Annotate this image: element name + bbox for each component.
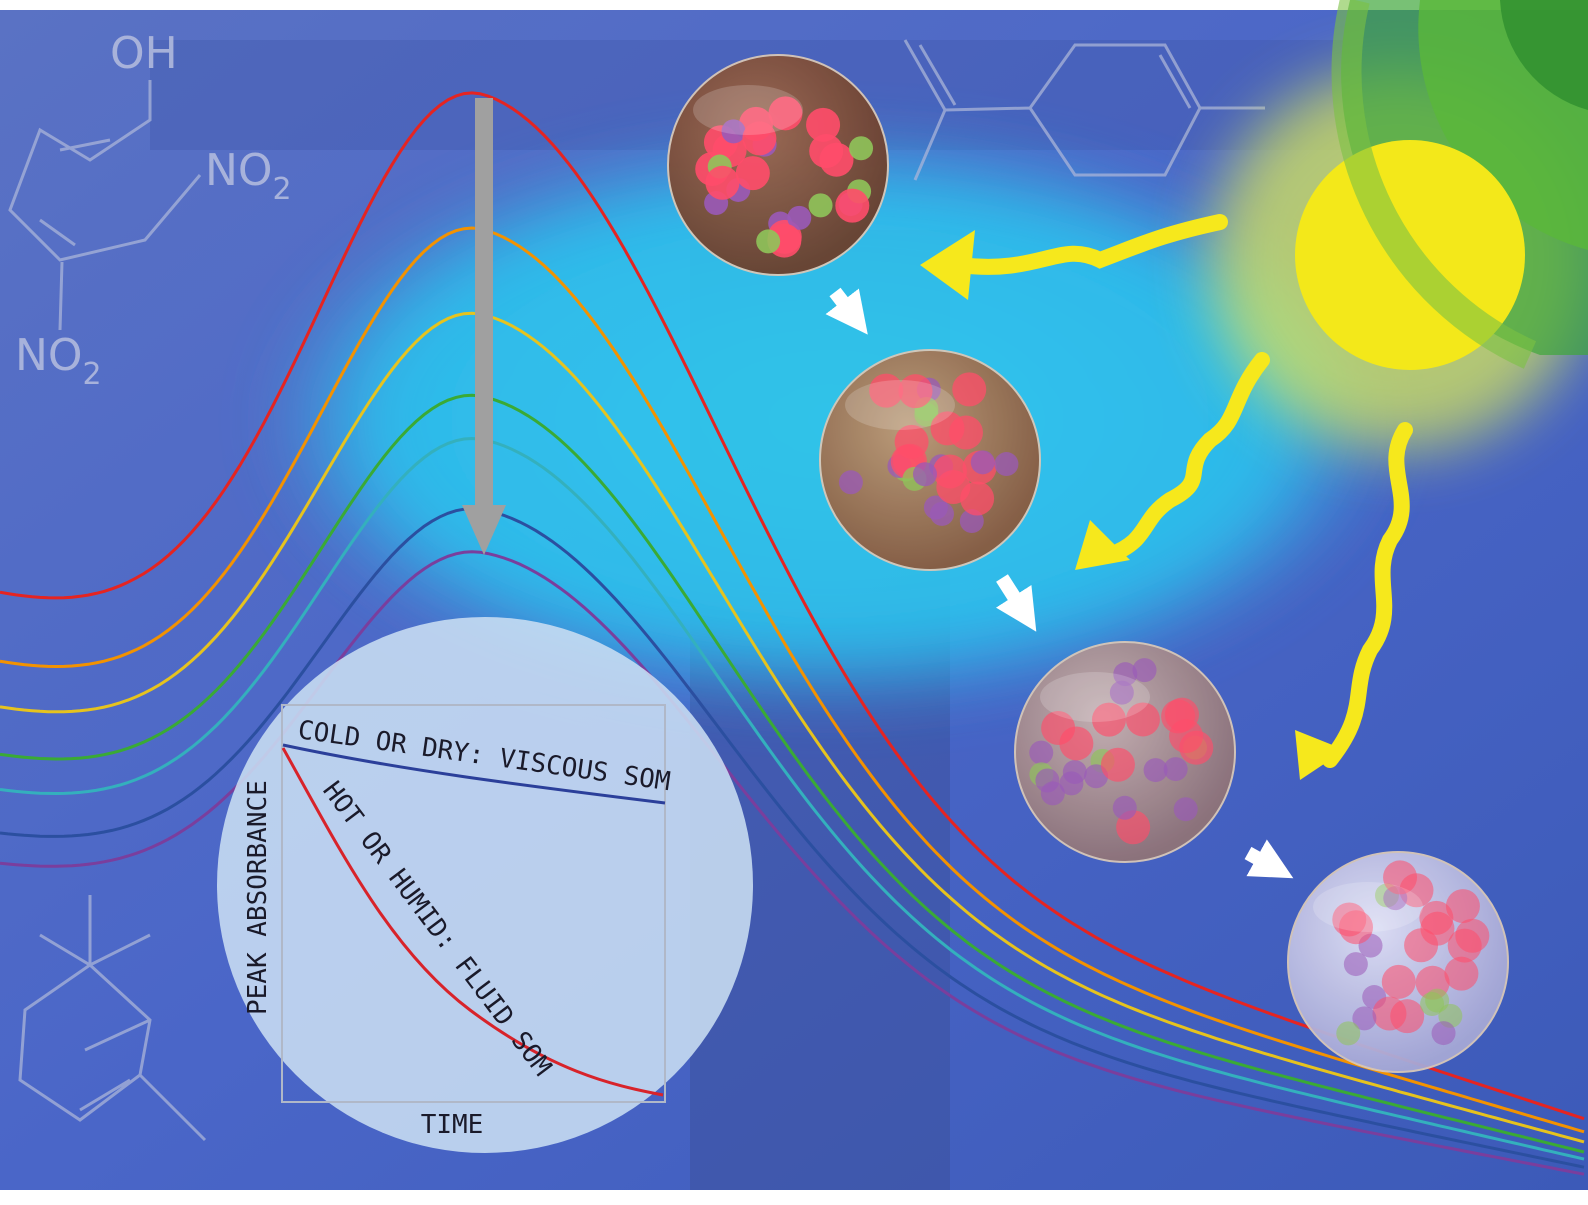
spectrum-line xyxy=(0,436,1585,1161)
molecule-dot xyxy=(735,156,770,191)
sun xyxy=(1210,0,1588,450)
molecule-dot xyxy=(930,411,965,446)
particle-shine xyxy=(693,85,803,135)
molecule-dot xyxy=(1173,797,1198,822)
molecule-dot xyxy=(1059,726,1094,761)
nitrophenol-molecule: OH NO2 NO2 xyxy=(8,28,292,392)
molecule-dot xyxy=(809,134,844,169)
molecule-dot xyxy=(1040,781,1065,806)
limonene-molecule xyxy=(903,39,1265,181)
molecule-dot xyxy=(742,121,777,156)
molecule-dot xyxy=(932,454,967,489)
molecule-dot xyxy=(1343,952,1368,977)
molecule-dot xyxy=(1372,996,1407,1031)
light-ray-heads xyxy=(920,230,1345,780)
molecule-dot xyxy=(994,452,1019,477)
particle xyxy=(667,54,889,276)
spectrum-line xyxy=(0,311,1585,1144)
molecule-dot xyxy=(923,495,948,520)
molecule-dot xyxy=(1163,757,1188,782)
viscous-curve xyxy=(282,743,666,805)
molecule-dot xyxy=(787,205,812,230)
transition-arrows xyxy=(825,287,1294,879)
molecule-dot xyxy=(705,165,740,200)
molecule-dot xyxy=(894,424,929,459)
molecule-dot xyxy=(756,229,781,254)
molecule-dot xyxy=(808,193,833,218)
bottom-border xyxy=(0,1190,1588,1205)
molecule-dot xyxy=(806,107,841,142)
molecule-dot xyxy=(721,119,746,144)
top-border xyxy=(0,0,1588,10)
inset-plot: COLD OR DRY: VISCOUS SOM HOT OR HUMID: F… xyxy=(217,617,753,1153)
molecule-dot xyxy=(1383,860,1418,895)
molecule-dot xyxy=(970,450,995,475)
molecule-dot xyxy=(1091,702,1126,737)
decay-arrow xyxy=(462,98,506,555)
x-axis-label: TIME xyxy=(421,1110,484,1140)
molecule-dot xyxy=(1352,1006,1377,1031)
molecule-dot xyxy=(1420,911,1455,946)
molecule-dot xyxy=(1113,662,1138,687)
molecule-dot xyxy=(952,372,987,407)
molecule-dot xyxy=(1112,795,1137,820)
particle-shine xyxy=(1040,672,1150,722)
molecule-dot xyxy=(1143,758,1168,783)
molecule-dot xyxy=(768,96,803,131)
molecule-dot xyxy=(1420,991,1445,1016)
molecule-dot xyxy=(849,136,874,161)
light-rays xyxy=(952,214,1413,768)
pinene-molecule xyxy=(18,895,207,1142)
molecule-dot xyxy=(838,470,863,495)
molecule-dot xyxy=(1029,740,1054,765)
no2-label: NO2 xyxy=(205,145,292,207)
molecule-dot xyxy=(869,373,904,408)
molecule-dot xyxy=(1332,902,1367,937)
particle xyxy=(819,349,1041,571)
molecule-dot xyxy=(1059,771,1084,796)
molecule-dot xyxy=(1125,702,1160,737)
molecule-dot xyxy=(1447,928,1482,963)
molecule-dot xyxy=(960,481,995,516)
oh-label: OH xyxy=(110,28,178,79)
molecule-dot xyxy=(898,374,933,409)
particle-shine xyxy=(1313,882,1423,932)
plot-frame xyxy=(281,704,666,1103)
molecule-dot xyxy=(912,462,937,487)
molecule-dot xyxy=(1444,956,1479,991)
molecule-dot xyxy=(1164,697,1199,732)
no2-label: NO2 xyxy=(15,330,102,392)
particles xyxy=(667,54,1509,1073)
molecule-dot xyxy=(1381,964,1416,999)
molecule-dot xyxy=(1100,747,1135,782)
y-axis-label: PEAK ABSORBANCE xyxy=(243,780,273,1015)
spectrum-line xyxy=(0,226,1585,1134)
spectrum-line xyxy=(0,393,1585,1154)
spectrum-line xyxy=(0,507,1585,1169)
molecule-dot xyxy=(1109,680,1134,705)
particle-shine xyxy=(845,380,955,430)
molecule-dot xyxy=(1336,1021,1361,1046)
molecule-dot xyxy=(1132,658,1157,683)
molecule-dot xyxy=(1445,889,1480,924)
molecule-dot xyxy=(1431,1021,1456,1046)
fluid-curve xyxy=(281,747,664,1097)
molecule-dot xyxy=(835,188,870,223)
